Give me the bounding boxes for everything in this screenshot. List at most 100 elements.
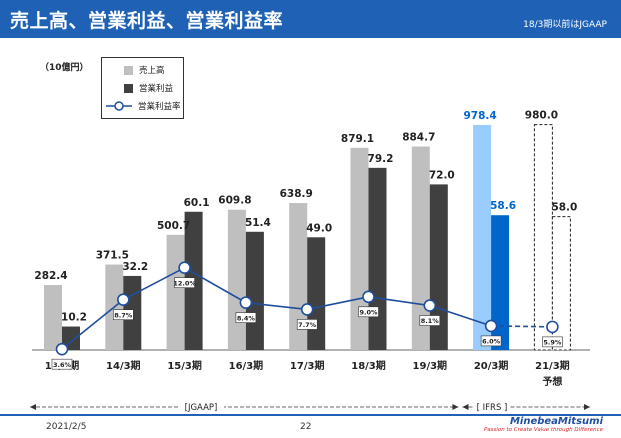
gaap-note: 18/3期以前はJGAAP [523,20,607,30]
op-income-value-label: 49.0 [306,222,332,234]
margin-value-label: 3.6% [53,361,72,369]
margin-point [239,296,253,309]
legend-label-op-income: 営業利益 [139,84,174,94]
margin-point [362,290,375,304]
category-tick-label: 14/3期 [106,359,141,372]
margin-point [300,303,314,316]
margin-point [423,299,437,312]
margin-label-box [358,306,379,318]
category-tick-label: 19/3期 [413,359,448,372]
margin-label-box [174,277,195,289]
op-income-value-label: 79.2 [368,153,394,165]
category-tick-label: 17/3期 [290,359,325,372]
margin-point [178,261,191,275]
jgaap-period-label: [JGAAP] [185,403,218,413]
ifrs-arrowhead-left [462,404,469,410]
legend-item-op-margin: 営業利益率 [106,100,181,112]
footer-rule [0,414,621,416]
page-title: 売上高、営業利益、営業利益率 [10,10,284,32]
forecast-label: 予想 [542,375,562,388]
sales-value-label: 500.7 [157,220,190,232]
sales-value-label: 884.7 [402,132,435,144]
op-income-bar [62,326,80,350]
legend-label-sales: 売上高 [139,66,165,76]
sales-value-label: 609.8 [218,195,251,207]
margin-value-label: 8.1% [421,317,440,325]
sales-bar [166,234,185,350]
ifrs-arrowhead-right [584,404,590,410]
legend-swatch-sales [124,65,133,75]
margin-line-segment [122,266,185,301]
margin-value-label: 5.9% [543,339,562,347]
margin-line-segment [368,296,430,307]
margin-label-box [480,335,502,347]
margin-line-segment [307,296,369,311]
jgaap-arrowhead-right [452,404,459,410]
sales-bar [411,146,430,350]
category-tick-label: 16/3期 [229,359,264,372]
legend: 売上高 営業利益 営業利益率 [101,57,184,119]
op-income-bar [245,231,264,350]
legend-item-sales: 売上高 [106,64,165,76]
op-income-value-label: 60.1 [184,197,210,209]
page-number: 22 [300,422,312,432]
company-logo: MinebeaMitsumi Passion to Create Value t… [484,416,603,433]
op-income-value-label: 58.0 [551,202,577,214]
sales-value-label: 638.9 [280,188,313,200]
legend-swatch-op-income [124,83,133,93]
margin-value-label: 8.7% [114,311,133,319]
category-tick-label: 21/3期 [535,359,570,372]
margin-value-label: 8.4% [237,314,256,322]
sales-bar [227,209,246,350]
category-tick-label: 15/3期 [167,359,202,372]
margin-point [55,342,69,356]
sales-value-label: 371.5 [96,250,129,262]
jgaap-label-bg [178,400,224,413]
margin-value-label: 7.7% [298,321,317,329]
margin-line-segment [61,299,124,350]
margin-line-segment [491,325,553,328]
margin-value-label: 12.0% [173,279,196,287]
unit-label: （10億円） [40,63,89,73]
margin-line-segment [429,304,492,327]
sales-bar [473,124,492,350]
margin-label-box [51,358,73,370]
category-tick-label: 18/3期 [351,359,386,372]
op-income-value-label: 72.0 [429,169,455,181]
sales-bar [44,285,62,350]
op-income-bar [368,167,387,350]
op-income-bar [307,237,326,350]
sales-value-label: 978.4 [463,110,496,122]
op-income-value-label: 58.6 [490,200,516,212]
margin-label-box [235,312,257,323]
logo-text: MinebeaMitsumi [509,416,603,427]
margin-value-label: 9.0% [359,309,378,317]
margin-label-box [419,315,441,326]
margin-label-box [296,319,318,330]
legend-item-op-income: 営業利益 [106,82,173,94]
footer-date: 2021/2/5 [46,422,87,432]
sales-value-label: 879.1 [341,133,374,145]
jgaap-arrowhead-left [30,404,36,410]
op-income-value-label: 10.2 [61,312,87,324]
margin-label-box [542,336,563,348]
margin-value-label: 6.0% [482,338,501,346]
op-income-value-label: 32.2 [122,261,148,273]
title-bar: 売上高、営業利益、営業利益率 18/3期以前はJGAAP [0,0,621,38]
margin-line-segment [184,267,247,304]
category-tick-label: 20/3期 [474,359,509,372]
logo-tagline: Passion to Create Value through Differen… [483,427,603,433]
sales-bar [533,124,553,351]
sales-value-label: 980.0 [525,110,558,122]
sales-bar [350,147,369,350]
margin-point [484,319,498,333]
margin-label-box [113,309,134,321]
legend-line-icon [106,101,132,111]
margin-point [546,320,559,334]
margin-line-segment [245,301,308,311]
op-income-bar [491,215,510,350]
legend-label-op-margin: 営業利益率 [138,102,181,112]
margin-point [117,293,130,307]
op-income-bar [551,216,571,351]
sales-value-label: 282.4 [34,270,67,282]
